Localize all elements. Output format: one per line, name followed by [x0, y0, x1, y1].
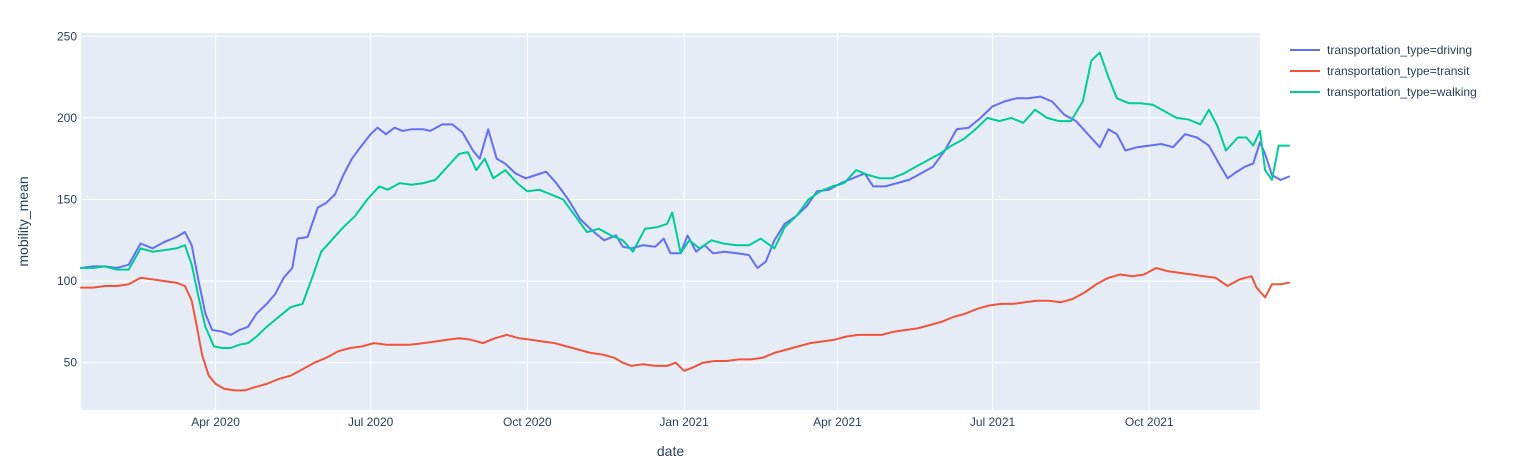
y-tick-label: 200 [57, 111, 77, 125]
axis-ticks: 50 100 150 200 250 Apr 2020 Jul 2020 Oct 2020 Ja… [57, 29, 1174, 429]
y-tick-label: 250 [57, 29, 77, 43]
legend-label: transportation_type=transit [1327, 64, 1470, 78]
x-tick-label: Apr 2020 [191, 415, 240, 429]
legend-item[interactable]: transportation_type=walking [1290, 85, 1477, 99]
x-tick-label: Jul 2021 [970, 415, 1016, 429]
legend-label: transportation_type=walking [1327, 85, 1477, 99]
x-tick-label: Jan 2021 [659, 415, 709, 429]
x-axis-title: date [657, 443, 684, 459]
x-tick-label: Jul 2020 [348, 415, 394, 429]
plot-area [81, 33, 1260, 410]
legend-item[interactable]: transportation_type=transit [1290, 64, 1470, 78]
legend: transportation_type=driving transportatio… [1290, 43, 1477, 99]
series-line [80, 95, 1290, 336]
y-tick-label: 50 [64, 356, 78, 370]
legend-item[interactable]: transportation_type=driving [1290, 43, 1472, 57]
x-tick-label: Apr 2021 [813, 415, 862, 429]
y-tick-label: 100 [57, 274, 77, 288]
x-tick-label: Oct 2020 [503, 415, 552, 429]
series-lines [80, 51, 1290, 392]
grid [81, 33, 1260, 410]
x-tick-label: Oct 2021 [1125, 415, 1174, 429]
series-line [80, 267, 1290, 392]
legend-label: transportation_type=driving [1327, 43, 1472, 57]
y-tick-label: 150 [57, 192, 77, 206]
series-line [80, 51, 1290, 349]
y-axis-title: mobility_mean [15, 176, 31, 266]
